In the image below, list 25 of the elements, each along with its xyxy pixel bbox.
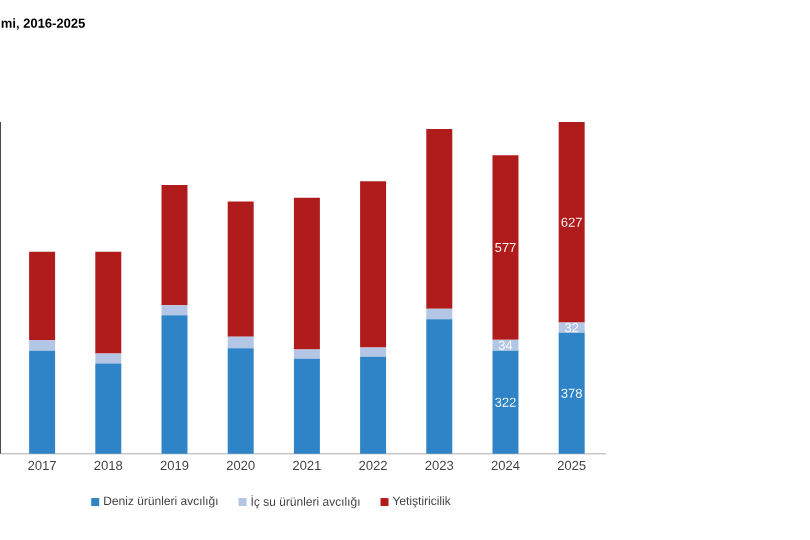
- bar: [95, 251, 122, 354]
- bar: [227, 348, 254, 454]
- bar: [29, 350, 56, 454]
- bar: [293, 197, 320, 350]
- bar: [360, 356, 387, 454]
- bar: [360, 347, 387, 357]
- bar: [558, 122, 585, 323]
- bar: [95, 353, 122, 364]
- bar: [161, 305, 188, 316]
- bar: [293, 358, 320, 454]
- bar: [293, 349, 320, 359]
- bar: [227, 336, 254, 349]
- bar: [29, 340, 56, 351]
- bar: [360, 181, 387, 348]
- bar: [426, 129, 453, 309]
- bar: [29, 251, 56, 341]
- bar: [492, 155, 519, 340]
- bar: [95, 363, 122, 454]
- bar: [161, 185, 188, 306]
- bar: [426, 319, 453, 454]
- bar: [492, 350, 519, 454]
- bar: [426, 308, 453, 320]
- bar: [227, 201, 254, 337]
- bar: [161, 315, 188, 454]
- bar: [558, 332, 585, 454]
